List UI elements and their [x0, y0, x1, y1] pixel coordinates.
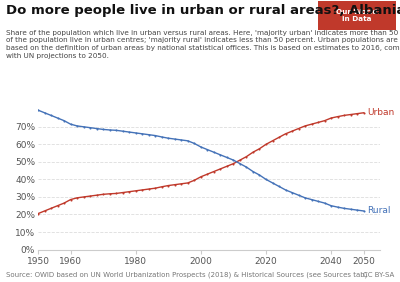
Text: Urban: Urban: [367, 108, 394, 117]
Text: Our World
in Data: Our World in Data: [336, 9, 378, 22]
Text: CC BY-SA: CC BY-SA: [363, 272, 394, 278]
Text: Do more people live in urban or rural areas?, Albania: Do more people live in urban or rural ar…: [6, 4, 400, 17]
Text: Source: OWID based on UN World Urbanization Prospects (2018) & Historical Source: Source: OWID based on UN World Urbanizat…: [6, 271, 367, 278]
Text: Rural: Rural: [367, 206, 390, 215]
Text: Share of the population which live in urban versus rural areas. Here, 'majority : Share of the population which live in ur…: [6, 30, 400, 59]
